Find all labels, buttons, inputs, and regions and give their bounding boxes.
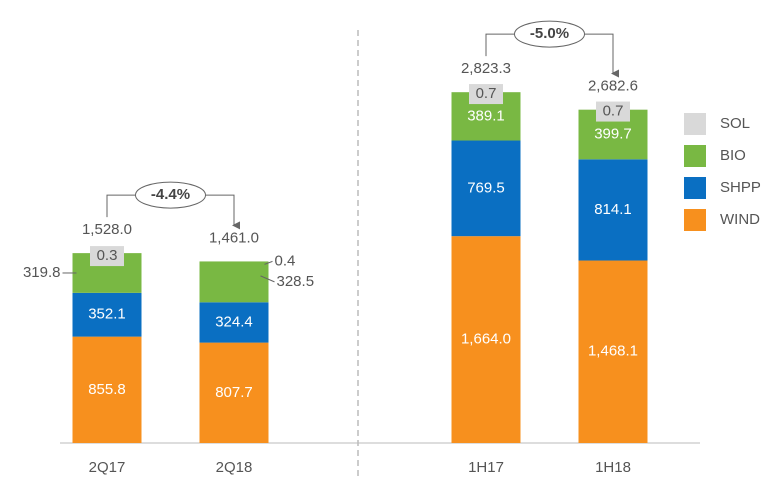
- legend-swatch: [684, 113, 706, 135]
- total-label: 2,823.3: [461, 60, 511, 77]
- change-label: -5.0%: [530, 25, 569, 42]
- data-label: 1,468.1: [588, 343, 638, 360]
- label-box: [596, 101, 630, 122]
- label-box: [469, 84, 503, 105]
- data-label: 814.1: [594, 201, 632, 218]
- data-label: 0.7: [476, 85, 497, 102]
- bar-segment: [578, 159, 648, 261]
- bar-segment: [578, 260, 648, 443]
- bar-segment: [451, 236, 521, 443]
- bracket-line: [485, 33, 515, 57]
- x-tick-label: 1H18: [595, 459, 631, 476]
- data-label: 399.7: [594, 125, 632, 142]
- total-label: 1,528.0: [82, 221, 132, 238]
- bar-segment: [199, 342, 269, 443]
- data-label: 324.4: [215, 313, 253, 330]
- data-label: 855.8: [88, 381, 126, 398]
- total-label: 2,682.6: [588, 78, 638, 95]
- leader-line: [264, 260, 273, 265]
- bracket-line: [106, 194, 136, 218]
- data-label: 0.7: [603, 103, 624, 120]
- data-label: 1,664.0: [461, 331, 511, 348]
- label-box: [90, 246, 124, 267]
- data-label: 389.1: [467, 107, 505, 124]
- total-label: 1,461.0: [209, 229, 259, 246]
- x-tick-label: 1H17: [468, 459, 504, 476]
- data-label: 328.5: [277, 273, 315, 290]
- legend-label: BIO: [720, 147, 746, 164]
- data-label: 0.3: [97, 247, 118, 264]
- bar-segment: [72, 292, 142, 337]
- change-oval: [135, 181, 206, 209]
- data-label: 0.4: [275, 252, 296, 269]
- leader-line: [260, 275, 275, 283]
- x-tick-label: 2Q18: [216, 459, 253, 476]
- bar-segment: [451, 140, 521, 237]
- legend-swatch: [684, 145, 706, 167]
- legend-swatch: [684, 177, 706, 199]
- legend-label: SOL: [720, 115, 750, 132]
- bar-segment: [72, 336, 142, 443]
- legend-label: SHPP: [720, 179, 761, 196]
- change-oval: [514, 20, 585, 48]
- data-label: 807.7: [215, 384, 253, 401]
- data-label: 769.5: [467, 179, 505, 196]
- bracket-arrow: [205, 194, 240, 230]
- x-tick-label: 2Q17: [89, 459, 126, 476]
- bar-segment: [199, 261, 269, 303]
- legend-label: WIND: [720, 211, 760, 228]
- bar-segment: [199, 302, 269, 343]
- data-label: 319.8: [23, 264, 61, 281]
- data-label: 352.1: [88, 306, 126, 323]
- bracket-arrow: [584, 33, 619, 78]
- legend-swatch: [684, 209, 706, 231]
- change-label: -4.4%: [151, 186, 190, 203]
